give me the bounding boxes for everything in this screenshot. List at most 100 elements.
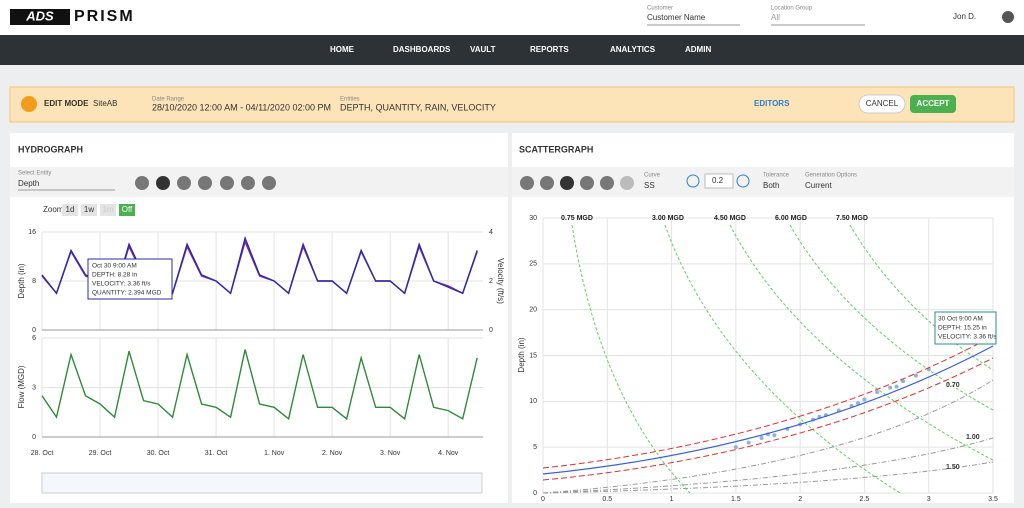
x-tick-label: 2. Nov (322, 450, 343, 457)
zoom-button[interactable] (119, 204, 135, 216)
tool-icons (135, 176, 634, 190)
iso-label: 3.00 MGD (652, 215, 684, 222)
zoom-option[interactable]: 1w (84, 205, 94, 214)
y-tick-label: 5 (533, 444, 537, 451)
coef-label: 1.00 (966, 434, 980, 441)
cancel[interactable]: CANCEL (866, 99, 899, 108)
tooltip-line: DEPTH: 15.25 in (938, 325, 987, 332)
x-tick-label: 3 (927, 496, 931, 503)
y-tick-label: 10 (529, 398, 537, 405)
edit-bar (9, 86, 1015, 123)
tolerance-upper (542, 335, 994, 469)
x-tick-label: 31. Oct (205, 450, 228, 457)
tooltip-line: VELOCITY: 3.36 ft/s (938, 334, 997, 341)
label: Customer (647, 6, 673, 12)
y-tick-label: 6 (32, 335, 36, 342)
zoom-button[interactable] (100, 204, 116, 216)
step-input[interactable] (704, 173, 734, 189)
location[interactable]: All (771, 13, 780, 22)
coef-curves (542, 379, 994, 494)
entity[interactable]: Depth (18, 179, 39, 188)
generation[interactable]: Current (805, 181, 832, 190)
nav-item[interactable]: VAULT (470, 45, 496, 54)
iso-curves (571, 224, 994, 494)
x-tick-label: 1.5 (731, 496, 741, 503)
panel-title: HYDROGRAPH (18, 144, 83, 154)
x-tick-label: 30. Oct (147, 450, 170, 457)
zoom-button[interactable] (62, 204, 78, 216)
edit-icon (21, 96, 37, 112)
tooltip (934, 311, 997, 345)
y2-tick-label: 0 (489, 327, 493, 334)
logo: ADS (25, 8, 54, 23)
x-tick-label: 2.5 (860, 496, 870, 503)
nav-item[interactable]: REPORTS (530, 45, 569, 54)
curve[interactable]: SS (644, 181, 655, 190)
mode: EDIT MODE (44, 99, 89, 108)
scatter-point (856, 401, 860, 406)
user[interactable]: Jon D. (953, 12, 976, 21)
axis-title: Flow (MGD) (17, 365, 26, 408)
tooltip-line: Oct 30 9:00 AM (92, 263, 137, 270)
iso-label: 7.50 MGD (836, 215, 868, 222)
zoom-button[interactable] (81, 204, 97, 216)
axis-title: Depth (in) (517, 337, 526, 372)
scatter-point (759, 436, 764, 440)
label: Location Group (771, 6, 813, 12)
toolbar (10, 167, 508, 197)
label: Select Entity (18, 171, 51, 177)
x-tick-label: 0.5 (602, 496, 612, 503)
header (0, 0, 1024, 35)
iso-label: 0.75 MGD (561, 215, 593, 222)
accept[interactable]: ACCEPT (917, 99, 950, 108)
scatter-point (894, 384, 899, 389)
tooltip-line: DEPTH: 8.28 in (92, 272, 138, 279)
nav-item[interactable]: ADMIN (685, 45, 711, 54)
navigator[interactable] (41, 472, 483, 494)
minus-button[interactable] (686, 174, 700, 188)
iso-label: 4.50 MGD (714, 215, 746, 222)
scatter-point (888, 385, 893, 390)
scatter-point (733, 445, 738, 450)
nav-item[interactable]: DASHBOARDS (393, 45, 451, 54)
zoom-label: Zoom (43, 205, 64, 214)
axis-title: Depth (in) (17, 263, 26, 298)
tolerance[interactable]: Both (763, 181, 779, 190)
label: Curve (644, 173, 661, 179)
logo-box (10, 9, 70, 25)
accept-button[interactable] (910, 95, 956, 113)
help-icon[interactable] (1002, 11, 1014, 23)
x-tick-label: 0 (541, 496, 545, 503)
customer[interactable]: Customer Name (647, 13, 706, 22)
scatter-point (913, 373, 918, 378)
date-range: 28/10/2020 12:00 AM - 04/11/2020 02:00 P… (152, 102, 331, 112)
zoom-option[interactable]: 1d (66, 205, 75, 214)
step[interactable]: 0.2 (712, 176, 724, 185)
scatter-point (875, 390, 880, 395)
label: Tolerance (763, 173, 790, 179)
plus-button[interactable] (736, 174, 750, 188)
axis-title: Velocity (ft/s) (496, 258, 505, 304)
tooltip (87, 258, 173, 300)
scatter-point (772, 433, 777, 438)
x-tick-label: 29. Oct (89, 450, 112, 457)
scatter-point (901, 379, 905, 384)
product: PRISM (74, 8, 135, 25)
zoom-option[interactable]: Off (122, 205, 133, 214)
y-tick-label: 15 (529, 352, 537, 359)
nav-item[interactable]: HOME (330, 45, 355, 54)
entities: DEPTH, QUANTITY, RAIN, VELOCITY (340, 102, 496, 112)
cancel-button[interactable] (858, 94, 906, 114)
y-tick-label: 0 (32, 327, 36, 334)
y-tick-label: 20 (529, 307, 537, 314)
editors[interactable]: EDITORS (754, 99, 790, 108)
x-tick-label: 1. Nov (264, 450, 285, 457)
panel-title: SCATTERGRAPH (519, 144, 593, 154)
zoom-option[interactable]: 1m (102, 205, 113, 214)
flow-line (41, 349, 478, 421)
coef-label: 1.50 (946, 464, 960, 471)
y-tick-label: 0 (533, 490, 537, 497)
x-tick-label: 3.5 (988, 496, 998, 503)
y2-tick-label: 4 (489, 229, 493, 236)
nav-item[interactable]: ANALYTICS (610, 45, 656, 54)
